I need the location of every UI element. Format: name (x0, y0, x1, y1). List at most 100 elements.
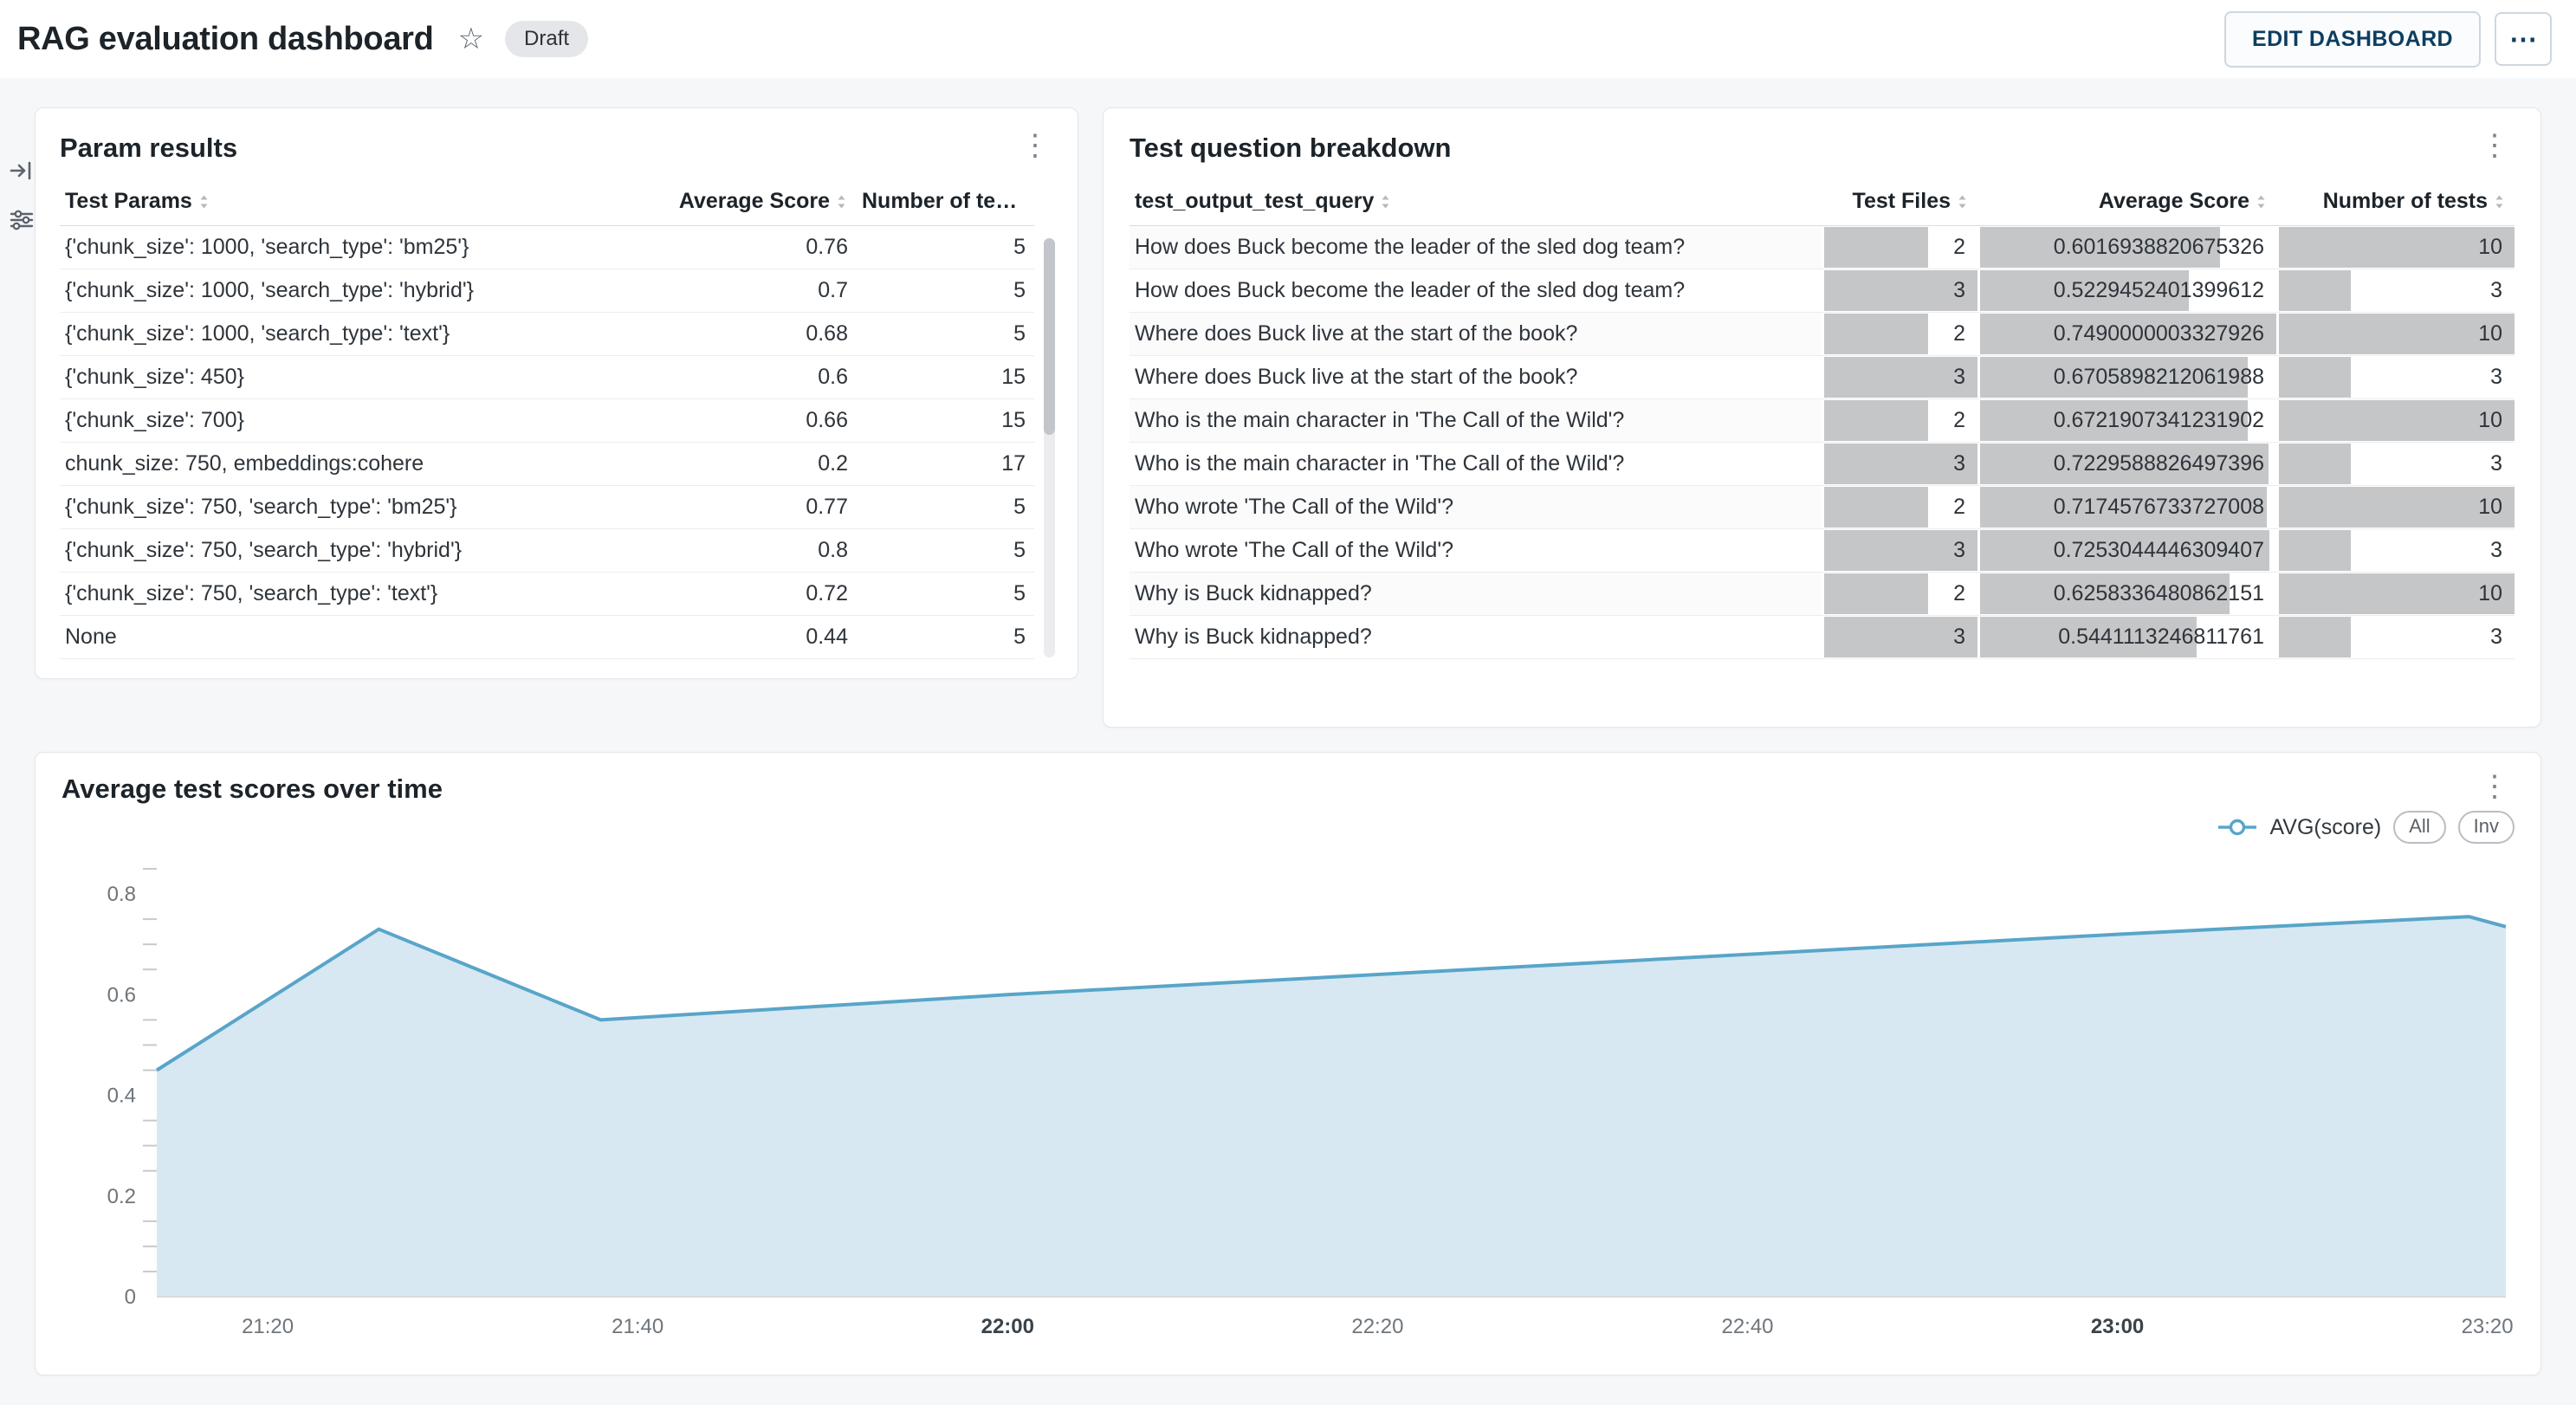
svg-text:22:00: 22:00 (981, 1315, 1034, 1338)
data-bar (1980, 227, 2221, 268)
data-bar (2279, 617, 2351, 657)
avg-scores-area-chart: 0 0.2 0.4 0.6 0.8 21:20 21:40 22:00 22:20 22:40 23… (61, 853, 2515, 1356)
svg-text:23:20: 23:20 (2462, 1315, 2514, 1338)
cell-test-params: {'chunk_size': 750, 'search_type': 'text… (60, 572, 670, 616)
cell-test-query: Where does Buck live at the start of the… (1129, 312, 1822, 356)
cell-number-of-tests: 3 (2276, 442, 2515, 486)
scrollbar-thumb[interactable] (1044, 238, 1055, 436)
param-results-table: Test Params Average Score Number of tests{… (60, 178, 1034, 659)
cell-number-of-tests: 10 (2276, 572, 2515, 616)
page-title: RAG evaluation dashboard (17, 20, 434, 57)
cell-number-of-tests: 10 (2276, 225, 2515, 269)
col-header-average-score[interactable]: Average Score (1977, 178, 2276, 226)
col-header-average-score[interactable]: Average Score (670, 178, 857, 226)
breakdown-card-menu-icon[interactable]: ⋮ (2475, 131, 2515, 160)
overflow-menu-button[interactable]: ⋯ (2495, 12, 2552, 66)
data-bar (1980, 617, 2197, 657)
svg-text:22:20: 22:20 (1351, 1315, 1403, 1338)
favorite-star-icon[interactable]: ☆ (453, 23, 489, 55)
cell-test-files: 2 (1822, 572, 1977, 616)
cell-average-score: 0.66 (670, 398, 857, 443)
cell-average-score: 0.6705898212061988 (1977, 355, 2276, 399)
data-bar (1824, 444, 1977, 484)
param-card-menu-icon[interactable]: ⋮ (1015, 131, 1055, 160)
data-bar (1824, 227, 1929, 268)
col-header-test-files[interactable]: Test Files (1822, 178, 1977, 226)
sort-icon (838, 195, 845, 209)
data-bar (1980, 314, 2276, 354)
cell-number-of-tests: 15 (857, 355, 1034, 399)
cell-test-query: Who is the main character in 'The Call o… (1129, 398, 1822, 443)
avg-score-legend-label: AVG(score) (2269, 814, 2382, 839)
cell-test-query: Who wrote 'The Call of the Wild'? (1129, 485, 1822, 529)
sort-icon (2257, 195, 2265, 209)
dashboard-canvas: Param results ⋮ Test Params Average Score… (0, 78, 2576, 1389)
breakdown-table-row: Why is Buck kidnapped? 2 0.625833648086215… (1129, 572, 2515, 616)
col-header-test-output-test-query[interactable]: test_output_test_query (1129, 178, 1822, 226)
header: RAG evaluation dashboard ☆ Draft EDIT DA… (0, 0, 2576, 78)
cell-number-of-tests: 5 (857, 528, 1034, 573)
data-bar (1980, 573, 2230, 614)
cell-number-of-tests: 10 (2276, 398, 2515, 443)
table-scrollbar[interactable] (1044, 238, 1055, 657)
cell-number-of-tests: 3 (2276, 269, 2515, 313)
cell-test-files: 3 (1822, 269, 1977, 313)
cell-number-of-tests: 15 (857, 398, 1034, 443)
data-bar (2279, 487, 2515, 528)
chart-legend: AVG(score) All Inv (61, 808, 2515, 846)
cell-test-params: {'chunk_size': 1000, 'search_type': 'hyb… (60, 269, 670, 313)
data-bar (1980, 530, 2269, 571)
cell-test-params: {'chunk_size': 750, 'search_type': 'bm25… (60, 485, 670, 529)
breakdown-table-row: Who wrote 'The Call of the Wild'? 3 0.7253… (1129, 528, 2515, 573)
param-results-card: Param results ⋮ Test Params Average Score… (35, 107, 1078, 679)
cell-average-score: 0.7 (670, 269, 857, 313)
svg-text:0.4: 0.4 (107, 1085, 136, 1108)
data-bar (1980, 444, 2269, 484)
cell-number-of-tests: 5 (857, 572, 1034, 616)
cell-average-score: 0.7490000003327926 (1977, 312, 2276, 356)
cell-test-files: 3 (1822, 442, 1977, 486)
cell-test-files: 2 (1822, 225, 1977, 269)
cell-test-files: 3 (1822, 615, 1977, 659)
chart-card-menu-icon[interactable]: ⋮ (2475, 772, 2515, 801)
left-toolbar (9, 158, 35, 236)
breakdown-table-row: Who is the main character in 'The Call o… (1129, 398, 2515, 443)
data-bar (1824, 400, 1929, 441)
svg-text:23:00: 23:00 (2091, 1315, 2144, 1338)
cell-average-score: 0.6016938820675326 (1977, 225, 2276, 269)
cell-test-query: How does Buck become the leader of the s… (1129, 269, 1822, 313)
cell-test-files: 3 (1822, 355, 1977, 399)
cell-average-score: 0.2 (670, 442, 857, 486)
open-panel-icon[interactable] (9, 158, 35, 186)
table-header-row: Test Params Average Score Number of tests (60, 178, 1034, 226)
col-header-test-params[interactable]: Test Params (60, 178, 670, 226)
filters-icon[interactable] (9, 207, 35, 236)
sort-icon (1958, 195, 1966, 209)
data-bar (1980, 357, 2248, 398)
data-bar (1824, 617, 1977, 657)
question-breakdown-table: test_output_test_query Test Files Average … (1129, 178, 2515, 659)
legend-all-button[interactable]: All (2393, 811, 2446, 844)
cell-number-of-tests: 5 (857, 615, 1034, 659)
cell-number-of-tests: 5 (857, 312, 1034, 356)
svg-text:0.2: 0.2 (107, 1185, 136, 1208)
data-bar (2279, 227, 2515, 268)
cell-test-params: {'chunk_size': 1000, 'search_type': 'bm2… (60, 225, 670, 269)
cell-test-files: 3 (1822, 528, 1977, 573)
col-header-number-of-tests[interactable]: Number of tests (857, 178, 1034, 226)
col-header-number-of-tests[interactable]: Number of tests (2276, 178, 2515, 226)
cell-average-score: 0.5229452401399612 (1977, 269, 2276, 313)
edit-dashboard-button[interactable]: EDIT DASHBOARD (2224, 10, 2481, 68)
cell-number-of-tests: 5 (857, 225, 1034, 269)
cell-average-score: 0.5441113246811761 (1977, 615, 2276, 659)
cell-test-params: {'chunk_size': 1000, 'search_type': 'tex… (60, 312, 670, 356)
svg-text:21:20: 21:20 (242, 1315, 294, 1338)
svg-text:0: 0 (125, 1285, 136, 1309)
svg-text:0.8: 0.8 (107, 883, 136, 906)
svg-text:0.6: 0.6 (107, 983, 136, 1007)
breakdown-table-row: Where does Buck live at the start of the… (1129, 312, 2515, 356)
cell-test-query: Why is Buck kidnapped? (1129, 572, 1822, 616)
param-table-row: {'chunk_size': 1000, 'search_type': 'bm2… (60, 225, 1034, 269)
legend-inv-button[interactable]: Inv (2457, 811, 2515, 844)
data-bar (1980, 270, 2189, 311)
